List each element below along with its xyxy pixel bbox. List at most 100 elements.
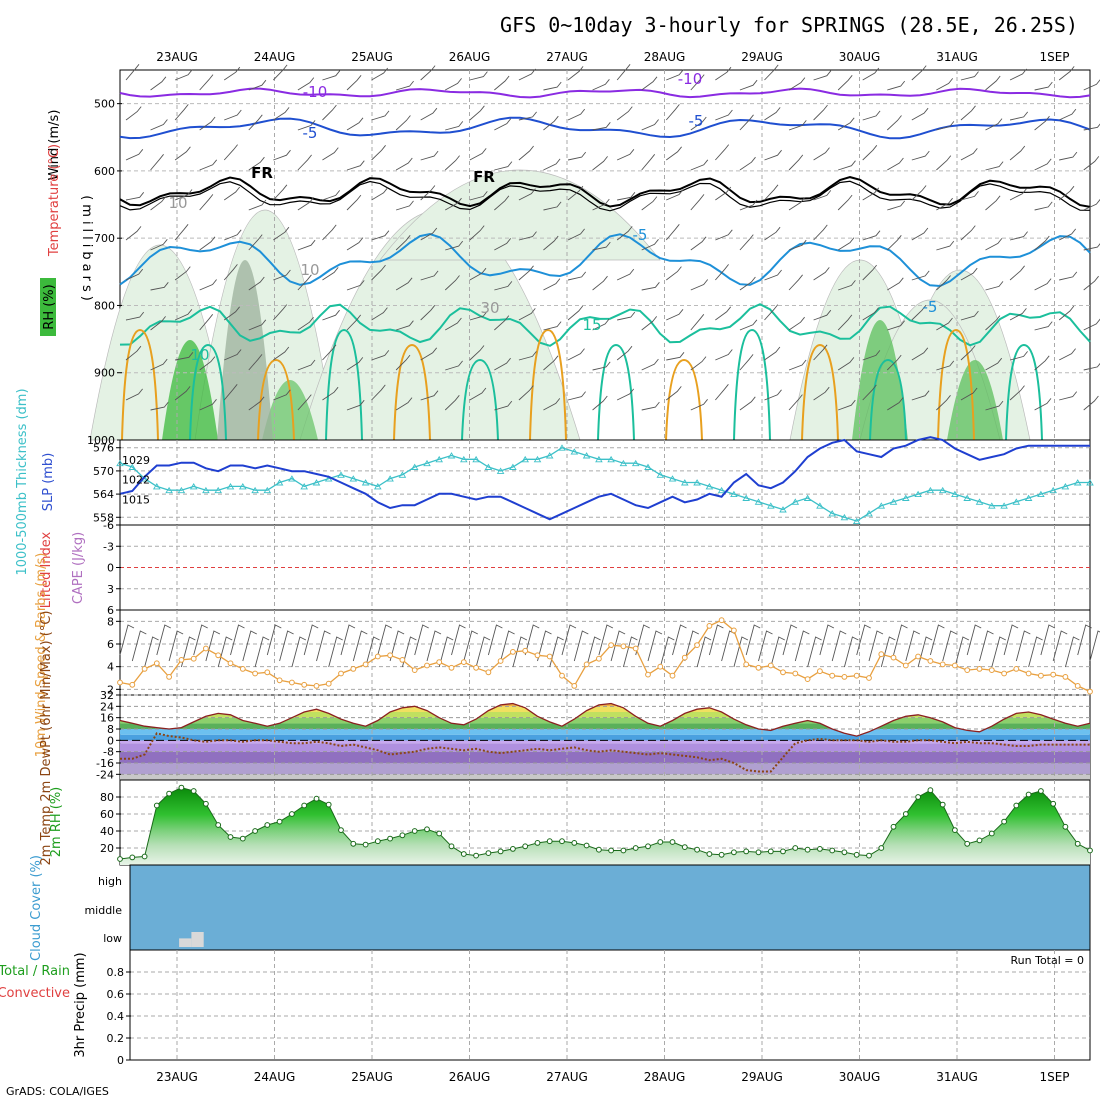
thickness-point [975, 498, 984, 505]
rh2m-point [681, 844, 688, 850]
wind10m-point [190, 655, 197, 662]
rh2m-point [583, 842, 590, 849]
wind-barb [690, 194, 705, 211]
thickness-point [668, 475, 677, 482]
thickness-point [828, 510, 836, 517]
slp-tick-label: 1029 [122, 454, 150, 467]
wind10m-barb [1064, 636, 1080, 668]
wind-barb [199, 194, 214, 211]
wind10m-barb [573, 630, 589, 662]
wind-barb [985, 315, 1001, 331]
bottom-date-label: 28AUG [644, 1070, 686, 1084]
wind-barb [690, 159, 709, 171]
thickness-point [177, 486, 186, 494]
wind10m-point [178, 657, 185, 663]
wind10m-point [902, 662, 909, 669]
rh2m-point [559, 838, 565, 845]
rh2m-point [387, 835, 394, 842]
y-tick-label: 0 [117, 1054, 124, 1067]
bottom-date-label: 24AUG [254, 1070, 296, 1084]
top-date-label: 25AUG [351, 50, 393, 64]
wind-barb [567, 228, 585, 241]
precip-legend-total: Total / Rain [0, 964, 70, 979]
wind10m-point [829, 672, 836, 679]
wind-barb [1009, 351, 1028, 361]
wind-barb [445, 197, 462, 211]
wind-barb [199, 279, 217, 291]
top-date-label: 31AUG [936, 50, 978, 64]
top-date-label: 28AUG [644, 50, 686, 64]
wind-barb [420, 270, 439, 281]
wind-barb [764, 304, 779, 321]
cape-axis-label: CAPE (J/kg) [71, 532, 86, 604]
wind-barb [1034, 235, 1050, 251]
thickness-point [239, 483, 247, 490]
wind-barb [985, 118, 1003, 131]
temperature-contours [119, 87, 1091, 441]
wind-barb [837, 237, 855, 251]
temp-color-band [120, 712, 1090, 718]
thickness-point [631, 459, 640, 467]
rh2m-point [657, 839, 664, 845]
wind-barb [715, 229, 733, 241]
rh2m-point [227, 834, 234, 840]
wind-barb [543, 355, 559, 371]
wind-barb [125, 106, 142, 121]
wind10m-point [866, 675, 872, 681]
wind-barb [494, 118, 512, 131]
top-date-axis: 23AUG 24AUG 25AUG 26AUG 27AUG 28AUG 29AUG 30AUG… [156, 50, 1069, 64]
thickness-point [533, 455, 542, 463]
contour-label: FR [251, 164, 273, 182]
wind-barb [985, 357, 1003, 371]
wind-barb [174, 309, 193, 321]
contour-label: -10 [678, 70, 703, 88]
thickness-point [521, 455, 529, 463]
wind-barb [543, 201, 562, 211]
y-tick-label: 16 [100, 712, 114, 725]
wind10m-point [632, 645, 639, 652]
thickness-slp-lines [116, 436, 1094, 525]
contour-label: -5 [923, 298, 938, 316]
rh-legend-swatch [40, 278, 56, 336]
rh2m-point [976, 837, 983, 844]
wind-barb [371, 230, 390, 241]
wind10m-barb [1089, 630, 1100, 662]
wind10m-point [117, 679, 123, 686]
rh-saturated-region [162, 340, 218, 440]
bottom-date-label: 25AUG [351, 1070, 393, 1084]
wind-barb [150, 76, 167, 91]
wind10m-barb [635, 624, 650, 656]
wind-barb [665, 224, 680, 241]
thickness-point [705, 483, 714, 490]
wind-barb [985, 195, 1001, 211]
wind-barb [346, 75, 362, 91]
wind10m-point [792, 670, 799, 677]
thickness-slp-panel: 576 570 564 558 1029 1022 1015 1000-500mb Thic… [15, 388, 1094, 576]
bottom-date-label: 31AUG [936, 1070, 978, 1084]
y-tick-label: 0 [107, 734, 114, 747]
wind10m-barb [193, 624, 208, 656]
temp-color-band [120, 763, 1090, 775]
wind-barb [199, 399, 217, 411]
wind-barb [592, 198, 610, 211]
thickness-point [877, 502, 886, 509]
wind-barb [518, 68, 536, 81]
wind-barb [297, 316, 314, 331]
cloud-cover-panel: high middle low Cloud Cover (%) [29, 855, 1091, 961]
wind-barb [273, 346, 290, 361]
wind-barb [297, 394, 312, 411]
thickness-point [447, 452, 456, 459]
wind-barb [518, 308, 536, 321]
wind-barb [223, 186, 241, 201]
wind-barb [248, 354, 263, 371]
thickness-point [1012, 498, 1021, 505]
wind10m-point [804, 676, 811, 682]
wind-barb [641, 76, 658, 91]
wind-barb [445, 121, 464, 131]
contour-lower-loop [257, 358, 295, 441]
wind-barb [395, 354, 411, 371]
wind-barb [567, 348, 585, 361]
rh2m-point [632, 845, 639, 851]
wind10m-point [1025, 670, 1032, 677]
temp-color-band [120, 729, 1090, 735]
